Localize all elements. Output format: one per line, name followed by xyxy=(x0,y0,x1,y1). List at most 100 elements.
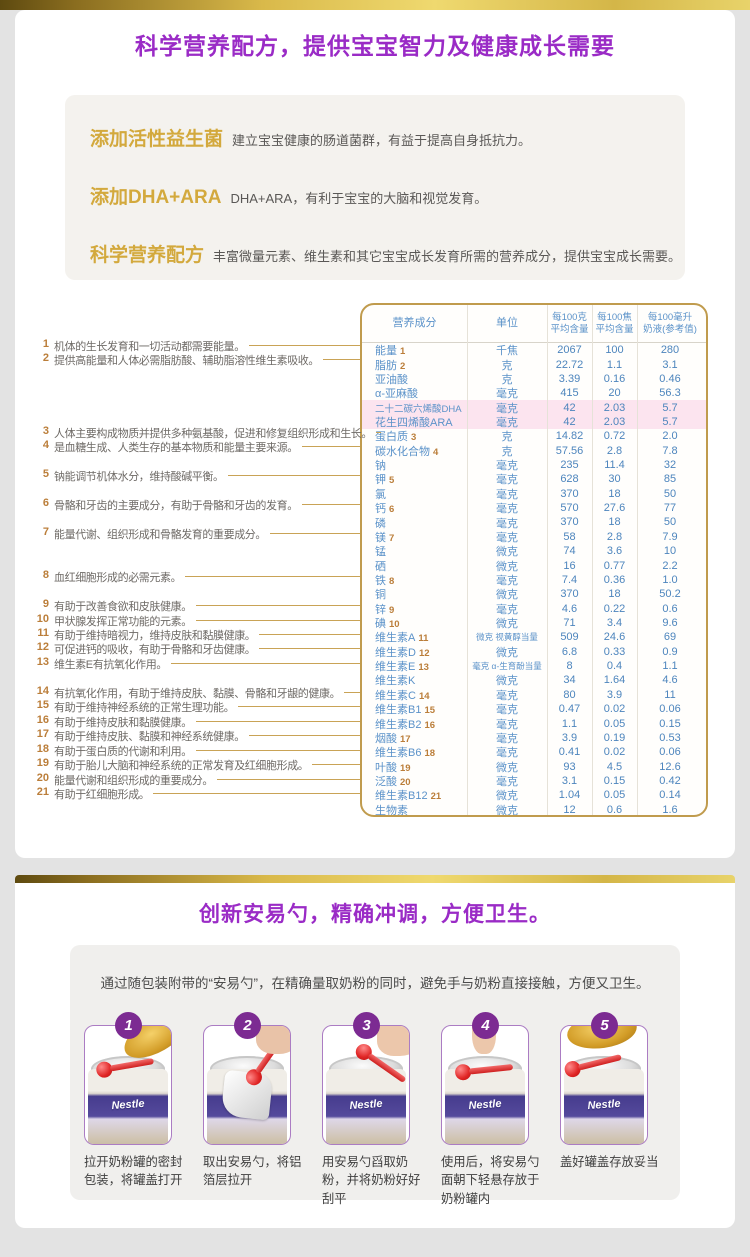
annotation-number: 17 xyxy=(36,728,49,741)
nutrient-name: 维生素B12 xyxy=(375,790,428,803)
value-per-100ml: 7.9 xyxy=(662,530,678,543)
nutrient-unit: 毫克 α-生育酚当量 xyxy=(472,661,542,672)
annotation-text: 机体的生长发育和一切活动都需要能量。 xyxy=(54,341,245,353)
step-caption: 盖好罐盖存放妥当 xyxy=(560,1155,659,1169)
value-per-100g: 71 xyxy=(563,617,576,629)
annotation-number: 5 xyxy=(42,468,49,481)
gold-divider-middle xyxy=(15,875,735,883)
nutrient-name: 锌 xyxy=(375,603,386,616)
nutrient-footnote-number: 3 xyxy=(411,432,417,444)
nutrient-unit: 克 xyxy=(501,359,513,372)
table-row: 锰 微克 74 3.6 10 xyxy=(362,544,706,558)
gold-divider-top xyxy=(0,0,750,10)
nutrient-footnote-number: 12 xyxy=(418,647,430,659)
value-per-100ml: 32 xyxy=(663,459,677,472)
annotation-number: 19 xyxy=(36,757,49,770)
annotation-item: 7 能量代谢、组织形成和骨骼发育的重要成分。 xyxy=(35,526,360,542)
nutrient-name: 铁 xyxy=(375,574,386,587)
table-row: 维生素C 14 毫克 80 3.9 11 xyxy=(362,688,706,702)
nutrient-unit: 毫克 xyxy=(496,460,518,473)
nutrient-unit: 毫克 xyxy=(496,747,518,760)
value-per-100ml: 0.53 xyxy=(659,731,681,744)
annotation-text: 甲状腺发挥正常功能的元素。 xyxy=(54,615,192,628)
annotation-connector-line xyxy=(195,749,360,751)
annotation-item: 11 有助于维持暗视力，维持皮肤和黏膜健康。 xyxy=(35,627,360,643)
table-row: 维生素B6 18 毫克 0.41 0.02 0.06 xyxy=(362,745,706,759)
nutrient-unit: 毫克 xyxy=(496,603,518,616)
table-row: 亚油酸 克 3.39 0.16 0.46 xyxy=(362,372,706,386)
value-per-100ml: 1.1 xyxy=(662,660,678,673)
nutrient-unit: 毫克 xyxy=(496,388,518,401)
nutrient-unit: 微克 xyxy=(496,790,518,803)
nutrient-footnote-number: 20 xyxy=(400,776,411,788)
step-item: 2 Nestle 取出安易勺，将铝箔层拉开 xyxy=(203,1012,309,1208)
annotation-text: 能量代谢、组织形成和骨骼发育的重要成分。 xyxy=(54,528,266,541)
nutrient-name-cell: 维生素B1 15 xyxy=(362,701,467,717)
col-header-per100kj: 每100焦 平均含量 xyxy=(595,312,634,335)
annotation-connector-line xyxy=(227,475,360,477)
value-per-100kj: 0.77 xyxy=(603,559,626,572)
annotation-number: 6 xyxy=(42,496,49,509)
value-per-100ml: 85 xyxy=(663,473,677,486)
nutrient-name-cell: 钙 6 xyxy=(362,500,467,516)
col-header-per100ml: 每100毫升 奶液(参考值) xyxy=(643,312,697,335)
nutrient-footnote-number: 10 xyxy=(389,619,400,631)
table-row: 蛋白质 3 克 14.82 0.72 2.0 xyxy=(362,429,706,443)
value-per-100g: 0.47 xyxy=(558,703,581,716)
value-per-100g: 42 xyxy=(563,401,576,414)
annotation-item: 19 有助于胎儿大脑和神经系统的正常发育及红细胞形成。 xyxy=(35,757,360,773)
table-row: 二十二碳六烯酸DHA 毫克 42 2.03 5.7 xyxy=(362,400,706,415)
value-per-100g: 74 xyxy=(563,545,576,558)
value-per-100g: 22.72 xyxy=(555,358,584,371)
nutrient-name: 氯 xyxy=(375,488,386,501)
value-per-100kj: 0.02 xyxy=(603,746,626,759)
value-per-100ml: 9.6 xyxy=(662,617,678,629)
nutrient-unit: 毫克 xyxy=(496,517,518,530)
nutrient-footnote-number: 6 xyxy=(389,504,395,516)
value-per-100kj: 0.02 xyxy=(603,703,626,716)
table-row: 碘 10 微克 71 3.4 9.6 xyxy=(362,616,706,630)
annotation-item: 8 血红细胞形成的必需元素。 xyxy=(35,569,360,585)
annotation-item: 6 骨骼和牙齿的主要成分，有助于骨骼和牙齿的发育。 xyxy=(35,497,360,513)
nutrient-name: 维生素B6 xyxy=(375,747,422,760)
step-caption: 使用后，将安易勺面朝下轻悬存放于奶粉罐内 xyxy=(441,1155,540,1206)
nutrient-unit: 微克 xyxy=(496,546,518,559)
annotation-connector-line xyxy=(270,532,360,534)
nutrient-name-cell: 维生素B12 21 xyxy=(362,787,467,803)
nutrient-name: 亚油酸 xyxy=(375,373,408,386)
step-caption: 用安易勺舀取奶粉，并将奶粉好好刮平 xyxy=(322,1155,421,1206)
annotation-number: 14 xyxy=(36,684,49,697)
table-body: 能量 1 千焦 2067 100 280 脂肪 2 克 22.72 1.1 3.… xyxy=(362,343,706,815)
benefit-label: 添加DHA+ARA xyxy=(90,187,222,208)
annotation-text: 有助于维持皮肤和黏膜健康。 xyxy=(54,716,192,729)
nutrient-unit: 微克 xyxy=(496,560,518,573)
nutrient-name: 能量 xyxy=(375,345,397,358)
benefit-label: 添加活性益生菌 xyxy=(90,129,224,150)
nutrient-name-cell: 钾 5 xyxy=(362,471,467,487)
step-photo: Nestle xyxy=(203,1025,291,1145)
table-row: 铜 微克 370 18 50.2 xyxy=(362,587,706,601)
value-per-100g: 370 xyxy=(560,487,579,500)
nutrient-unit: 毫克 xyxy=(496,574,518,587)
table-row: 氯 毫克 370 18 50 xyxy=(362,487,706,501)
nutrient-name: 钠 xyxy=(375,460,386,473)
value-per-100kj: 0.22 xyxy=(603,602,626,615)
column-divider xyxy=(592,305,593,815)
annotation-item: 5 钠能调节机体水分，维持酸碱平衡。 xyxy=(35,468,360,484)
value-per-100g: 415 xyxy=(560,387,579,400)
value-per-100ml: 0.14 xyxy=(659,789,681,802)
value-per-100kj: 3.4 xyxy=(606,617,623,629)
table-row: 维生素K 微克 34 1.64 4.6 xyxy=(362,673,706,687)
value-per-100kj: 0.15 xyxy=(603,774,626,787)
nutrient-name-cell: 镁 7 xyxy=(362,529,467,545)
table-header-row: 营养成分 单位 每100克 平均含量 每100焦 平均含量 每100毫升 奶液(… xyxy=(362,305,706,343)
table-row: 泛酸 20 毫克 3.1 0.15 0.42 xyxy=(362,774,706,788)
nutrient-footnote-number: 17 xyxy=(400,733,411,745)
annotation-connector-line xyxy=(195,720,360,722)
steps-row: 1 Nestle 拉开奶粉罐的密封包装，将罐盖打开 xyxy=(70,1012,680,1208)
annotation-text: 有助于维持神经系统的正常生理功能。 xyxy=(54,702,235,715)
step-number-badge: 4 xyxy=(472,1012,499,1039)
value-per-100kj: 20 xyxy=(608,387,621,400)
nutrient-footnote-number: 5 xyxy=(389,475,395,487)
value-per-100ml: 12.6 xyxy=(659,760,681,773)
